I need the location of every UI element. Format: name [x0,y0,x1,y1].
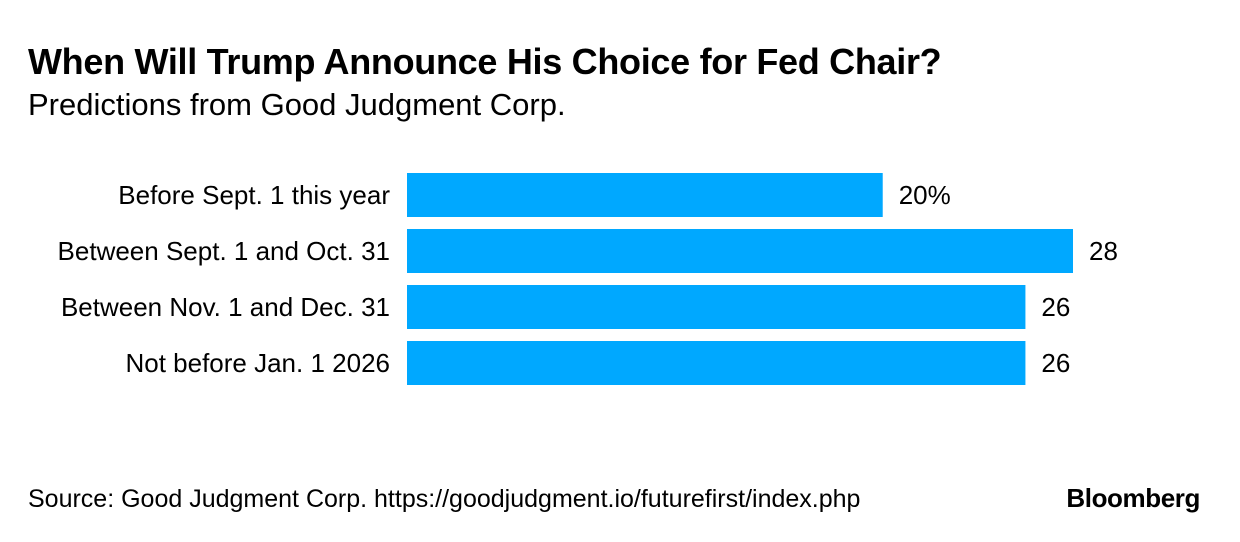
bar-0 [407,173,883,217]
chart-title: When Will Trump Announce His Choice for … [28,41,942,82]
bloomberg-logo: Bloomberg [1066,483,1200,513]
category-label-2: Between Nov. 1 and Dec. 31 [61,292,390,322]
bar-1 [407,229,1073,273]
category-label-1: Between Sept. 1 and Oct. 31 [58,236,390,266]
bar-2 [407,285,1026,329]
bar-3 [407,341,1026,385]
value-label-1: 28 [1089,236,1118,266]
category-label-3: Not before Jan. 1 2026 [125,348,390,378]
value-label-2: 26 [1041,292,1070,322]
bar-chart: Before Sept. 1 this year 20% Between Sept.… [0,160,1240,400]
category-label-0: Before Sept. 1 this year [118,180,390,210]
source-note: Source: Good Judgment Corp. https://good… [28,485,861,513]
chart-subtitle: Predictions from Good Judgment Corp. [28,87,566,122]
bar-chart-svg: Before Sept. 1 this year 20% Between Sept.… [58,173,1118,385]
value-label-0: 20% [899,180,951,210]
value-label-3: 26 [1041,348,1070,378]
